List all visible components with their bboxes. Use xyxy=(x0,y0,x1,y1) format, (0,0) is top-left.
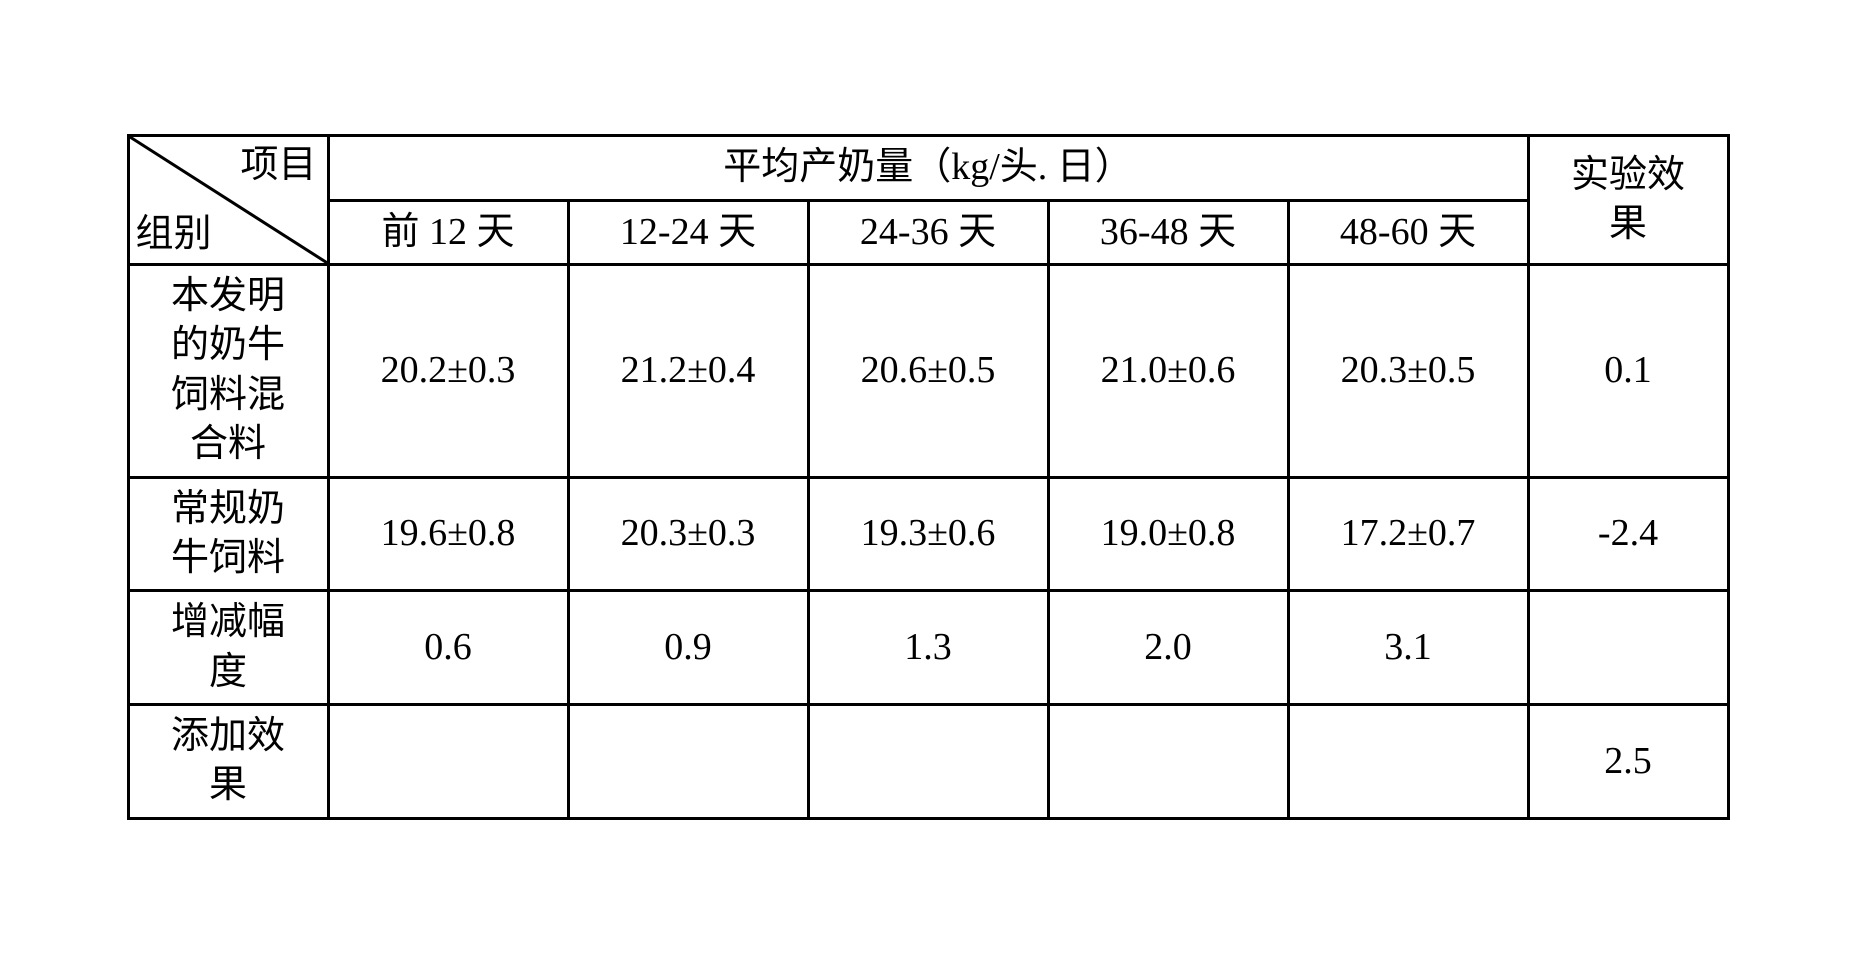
data-cell: 20.3±0.3 xyxy=(568,477,808,591)
effect-cell xyxy=(1528,591,1728,705)
data-cell xyxy=(808,705,1048,819)
corner-bottom-label: 组别 xyxy=(136,210,212,259)
span-title: 平均产奶量（kg/头. 日） xyxy=(328,136,1528,200)
row-label: 添加效果 xyxy=(128,705,328,819)
data-cell: 1.3 xyxy=(808,591,1048,705)
table-row: 本发明的奶牛饲料混合料 20.2±0.3 21.2±0.4 20.6±0.5 2… xyxy=(128,264,1728,477)
data-cell: 20.3±0.5 xyxy=(1288,264,1528,477)
period-header: 36-48 天 xyxy=(1048,200,1288,264)
header-row-2: 前 12 天 12-24 天 24-36 天 36-48 天 48-60 天 xyxy=(128,200,1728,264)
data-cell: 19.0±0.8 xyxy=(1048,477,1288,591)
effect-cell: 2.5 xyxy=(1528,705,1728,819)
row-label: 常规奶牛饲料 xyxy=(128,477,328,591)
data-cell xyxy=(568,705,808,819)
table-row: 常规奶牛饲料 19.6±0.8 20.3±0.3 19.3±0.6 19.0±0… xyxy=(128,477,1728,591)
data-cell: 19.6±0.8 xyxy=(328,477,568,591)
period-header: 48-60 天 xyxy=(1288,200,1528,264)
data-cell: 21.0±0.6 xyxy=(1048,264,1288,477)
data-cell xyxy=(328,705,568,819)
data-cell xyxy=(1048,705,1288,819)
table-row: 增减幅度 0.6 0.9 1.3 2.0 3.1 xyxy=(128,591,1728,705)
period-header: 12-24 天 xyxy=(568,200,808,264)
data-cell: 0.6 xyxy=(328,591,568,705)
data-cell: 2.0 xyxy=(1048,591,1288,705)
data-cell: 20.6±0.5 xyxy=(808,264,1048,477)
data-cell: 0.9 xyxy=(568,591,808,705)
effect-header: 实验效果 xyxy=(1528,136,1728,265)
table-row: 添加效果 2.5 xyxy=(128,705,1728,819)
milk-yield-table: 项目 组别 平均产奶量（kg/头. 日） 实验效果 前 12 天 12-24 天… xyxy=(127,134,1730,820)
period-header: 前 12 天 xyxy=(328,200,568,264)
data-cell: 17.2±0.7 xyxy=(1288,477,1528,591)
effect-cell: -2.4 xyxy=(1528,477,1728,591)
data-cell: 19.3±0.6 xyxy=(808,477,1048,591)
data-cell: 20.2±0.3 xyxy=(328,264,568,477)
data-cell: 21.2±0.4 xyxy=(568,264,808,477)
data-cell: 3.1 xyxy=(1288,591,1528,705)
data-cell xyxy=(1288,705,1528,819)
row-label: 增减幅度 xyxy=(128,591,328,705)
period-header: 24-36 天 xyxy=(808,200,1048,264)
corner-cell: 项目 组别 xyxy=(128,136,328,265)
header-row-1: 项目 组别 平均产奶量（kg/头. 日） 实验效果 xyxy=(128,136,1728,200)
row-label: 本发明的奶牛饲料混合料 xyxy=(128,264,328,477)
corner-top-label: 项目 xyxy=(240,141,316,190)
effect-cell: 0.1 xyxy=(1528,264,1728,477)
